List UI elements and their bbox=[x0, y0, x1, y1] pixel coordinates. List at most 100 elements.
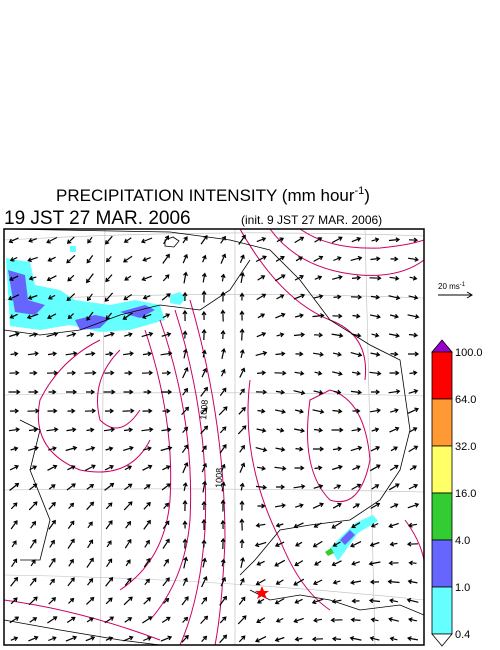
wind-arrow bbox=[388, 237, 401, 243]
wind-arrow bbox=[388, 617, 399, 622]
wind-arrow bbox=[66, 616, 76, 624]
wind-arrow bbox=[350, 445, 363, 452]
wind-arrow bbox=[8, 389, 21, 395]
title-end: ) bbox=[364, 186, 370, 205]
wind-arrow bbox=[352, 503, 360, 509]
wind-arrow bbox=[312, 579, 323, 586]
wind-arrow bbox=[142, 351, 153, 357]
wind-arrow bbox=[333, 389, 342, 395]
wind-arrow bbox=[408, 617, 418, 623]
colorbar-under bbox=[431, 633, 453, 647]
wind-arrow bbox=[86, 427, 95, 433]
wind-arrow bbox=[141, 275, 152, 282]
wind-arrow bbox=[105, 520, 113, 530]
wind-arrow bbox=[201, 635, 208, 643]
wind-arrow bbox=[122, 408, 135, 414]
wind-arrow bbox=[239, 538, 245, 549]
wind-arrow bbox=[351, 275, 362, 281]
wind-arrow bbox=[219, 426, 227, 434]
wind-arrow bbox=[276, 237, 285, 243]
wind-arrow bbox=[141, 427, 154, 433]
wind-arrow bbox=[332, 502, 342, 509]
wind-arrow bbox=[238, 234, 246, 245]
wind-arrow bbox=[238, 406, 246, 415]
wind-arrow bbox=[276, 427, 285, 433]
wind-arrow bbox=[200, 615, 209, 625]
wind-arrow bbox=[27, 294, 38, 300]
wind-arrow bbox=[314, 275, 323, 281]
wind-arrow bbox=[48, 519, 56, 530]
wind-arrow bbox=[220, 481, 226, 492]
wind-arrow bbox=[10, 636, 19, 642]
wind-arrow bbox=[389, 541, 398, 547]
colorbar-segment bbox=[431, 398, 453, 447]
wind-arrow bbox=[163, 597, 170, 604]
wind-arrow bbox=[104, 408, 115, 414]
wind-arrow bbox=[389, 370, 400, 376]
wind-arrow bbox=[351, 332, 362, 338]
wind-arrow bbox=[239, 518, 245, 531]
wind-arrow bbox=[388, 560, 399, 566]
colorbar-segment bbox=[431, 351, 453, 400]
wind-arrow bbox=[256, 465, 266, 471]
wind-arrow bbox=[350, 294, 363, 300]
wind-arrow bbox=[201, 539, 207, 548]
wind-arrow bbox=[275, 503, 286, 509]
wind-arrow bbox=[104, 235, 113, 245]
wind-arrow bbox=[182, 577, 188, 586]
wind-arrow bbox=[313, 617, 323, 623]
wind-arrow bbox=[332, 351, 342, 357]
map-frame bbox=[3, 228, 425, 646]
wind-arrow bbox=[409, 275, 418, 281]
wind-arrow bbox=[275, 617, 284, 623]
colorbar: 100.0 64.0 32.0 16.0 4.0 1.0 0.4 bbox=[431, 339, 483, 647]
wind-arrow bbox=[201, 328, 207, 341]
wind-arrow bbox=[312, 409, 325, 415]
wind-arrow bbox=[122, 312, 133, 320]
wind-arrow bbox=[406, 541, 419, 547]
wind-field bbox=[8, 234, 420, 644]
wind-arrow bbox=[201, 349, 207, 358]
wind-arrow bbox=[390, 446, 398, 452]
wind-arrow bbox=[9, 408, 20, 414]
wind-arrow bbox=[105, 446, 114, 452]
wind-arrow bbox=[239, 462, 246, 473]
wind-arrow bbox=[86, 483, 95, 490]
wind-arrow bbox=[123, 445, 134, 451]
wind-arrow bbox=[370, 617, 379, 623]
wind-arrow bbox=[332, 313, 343, 319]
wind-arrow bbox=[314, 370, 323, 376]
wind-arrow bbox=[294, 598, 303, 604]
wind-arrow bbox=[389, 598, 399, 604]
wind-arrow bbox=[11, 558, 18, 568]
wind-arrow bbox=[276, 332, 285, 338]
wind-arrow bbox=[123, 389, 134, 395]
wind-arrow bbox=[26, 313, 39, 320]
wind-arrow bbox=[67, 465, 76, 471]
wind-arrow bbox=[313, 427, 324, 433]
wind-arrow bbox=[86, 617, 94, 623]
wind-arrow bbox=[369, 275, 382, 281]
wind-arrow bbox=[162, 538, 170, 549]
wind-arrow bbox=[143, 519, 151, 530]
wind-arrow bbox=[257, 503, 266, 509]
wind-arrow bbox=[255, 350, 268, 356]
wind-arrow bbox=[124, 370, 133, 376]
wind-arrow bbox=[220, 235, 226, 244]
wind-arrow bbox=[28, 445, 39, 451]
wind-arrow bbox=[85, 446, 96, 451]
wind-arrow bbox=[388, 389, 401, 395]
wind-arrow bbox=[220, 329, 226, 340]
wind-arrow bbox=[371, 427, 380, 433]
colorbar-label: 100.0 bbox=[455, 347, 483, 359]
wind-arrow bbox=[47, 408, 58, 414]
wind-arrow bbox=[84, 408, 97, 414]
wind-arrow bbox=[202, 480, 207, 493]
colorbar-label: 0.4 bbox=[455, 629, 470, 641]
wind-arrow bbox=[49, 539, 55, 548]
wind-arrow bbox=[390, 256, 399, 262]
wind-arrow bbox=[220, 499, 226, 512]
wind-arrow bbox=[293, 578, 305, 586]
wind-arrow bbox=[47, 464, 58, 471]
wind-arrow bbox=[68, 597, 75, 604]
